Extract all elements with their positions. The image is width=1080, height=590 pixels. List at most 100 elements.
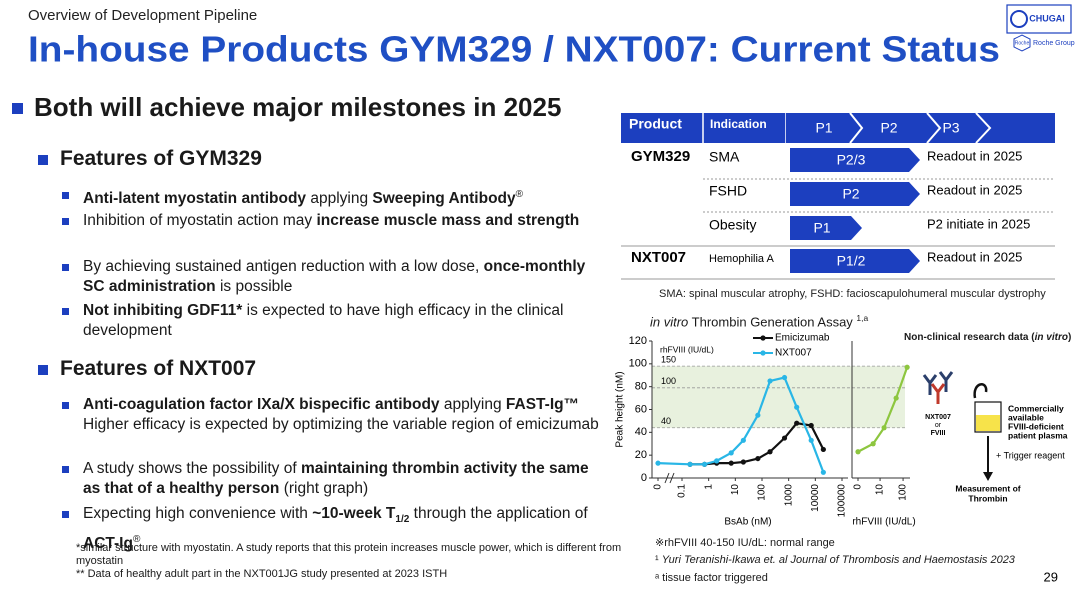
text-run: is expected to have high efficacy in the… — [83, 302, 564, 339]
bullet — [38, 155, 48, 165]
bullet-item: Not inhibiting GDF11* is expected to hav… — [83, 301, 608, 341]
data-point — [767, 378, 773, 384]
data-point — [714, 458, 720, 464]
antibody-icons — [922, 371, 954, 404]
sample-label: NXT007 — [925, 414, 951, 421]
text-run: ACT-Ig — [83, 535, 133, 553]
text-run: 1/2 — [395, 514, 410, 526]
x-tick-label: 10 — [875, 484, 886, 496]
indication: FSHD — [709, 183, 747, 199]
indication: SMA — [709, 149, 740, 165]
roche-word: Roche — [1015, 40, 1030, 46]
text-run: Inhibition of myostatin action may — [83, 212, 317, 229]
measurement-label: Measurement of — [955, 483, 1020, 493]
pour-arrow — [973, 383, 988, 399]
text-run: ¹ — [655, 554, 662, 566]
x-tick-label: 10000 — [810, 484, 821, 512]
text-run: through the application of — [409, 505, 588, 522]
status: Readout in 2025 — [927, 182, 1022, 197]
y-tick-label: 120 — [629, 335, 647, 347]
bullet — [62, 218, 69, 225]
section-heading: Features of GYM329 — [60, 147, 262, 170]
bullet — [62, 308, 69, 315]
product: NXT007 — [631, 249, 686, 266]
legend-label: NXT007 — [775, 348, 812, 359]
indication: Hemophilia A — [709, 253, 774, 265]
text-run: ® — [515, 189, 524, 200]
diagram-title: Non-clinical research data (in vitro) — [904, 332, 1071, 343]
data-point — [728, 460, 734, 466]
data-point — [655, 460, 661, 466]
axis-break — [664, 472, 675, 484]
footnote: *similar structure with myostatin. A stu… — [76, 542, 622, 567]
data-point — [767, 449, 773, 455]
sample-label: FVIII — [931, 430, 946, 437]
y-tick-label: 0 — [641, 472, 647, 484]
kicker: Overview of Development Pipeline — [28, 7, 257, 24]
header-cell — [703, 113, 786, 143]
phase-bar — [790, 216, 862, 240]
data-point — [808, 422, 814, 429]
phase-label: P2/3 — [837, 152, 866, 168]
text-run: Non-clinical research data ( — [904, 332, 1035, 343]
bullet — [62, 511, 69, 518]
reference-label: 100 — [661, 376, 676, 386]
y-tick-label: 20 — [635, 449, 647, 461]
y-tick-label: 80 — [635, 381, 647, 393]
data-point — [794, 404, 800, 410]
bullet — [62, 192, 69, 199]
flow-arrow-head — [983, 472, 993, 481]
chart-title: in vitro Thrombin Generation Assay 1,a — [650, 313, 868, 329]
text-run: applying — [439, 396, 506, 413]
text-run: in vitro — [650, 314, 689, 330]
plasma — [976, 415, 1000, 431]
page-number: 29 — [1044, 569, 1058, 584]
header-label: Product — [629, 116, 682, 132]
text-run: applying — [306, 190, 373, 208]
phase-chevron — [849, 112, 864, 144]
reference-title: rhFVIII (IU/dL) — [660, 344, 714, 354]
x-tick-label: 0 — [853, 484, 864, 490]
footnote: ** Data of healthy adult part in the NXT… — [76, 568, 448, 580]
bullet — [62, 264, 69, 271]
text-run: (right graph) — [279, 480, 369, 497]
text-run: is possible — [215, 278, 293, 295]
bullet-item: Inhibition of myostatin action may incre… — [83, 211, 608, 231]
product: GYM329 — [631, 148, 690, 165]
phase-bar — [790, 182, 920, 206]
bullet — [38, 365, 48, 375]
phase-bar — [790, 148, 920, 172]
logo-mark — [1010, 10, 1028, 28]
text-run: ) — [1067, 332, 1072, 343]
phase-label: P2 — [842, 186, 859, 202]
header-label: Indication — [710, 117, 767, 131]
text-run: Higher efficacy is expected by optimizin… — [83, 416, 599, 433]
phase-label: P1/2 — [837, 253, 866, 269]
data-point — [870, 441, 876, 447]
data-point — [781, 374, 788, 381]
tube — [974, 401, 1002, 433]
reference-label: 150 — [661, 354, 676, 364]
chart-note: ᵃ tissue factor triggered — [655, 572, 768, 584]
phase-chevron — [926, 112, 942, 144]
phase-bar — [790, 249, 920, 273]
bullet-item: Anti-coagulation factor IXa/X bispecific… — [83, 395, 608, 435]
plasma-label: patient plasma — [1008, 430, 1068, 440]
text-run: Thrombin Generation Assay — [688, 314, 857, 330]
x-tick-label: 100 — [757, 484, 768, 501]
data-point — [881, 425, 887, 431]
y-axis-label: Peak height (nM) — [615, 371, 626, 447]
x-tick-label: 100 — [898, 484, 909, 501]
x-tick-label: 100000 — [837, 484, 848, 518]
text-run: ※rhFVIII 40-150 IU/dL: normal range — [655, 537, 835, 549]
text-run: FAST-Ig™ — [505, 396, 580, 413]
x-tick-label: 10 — [730, 484, 741, 496]
data-point — [893, 395, 899, 401]
text-run: increase muscle mass and strength — [316, 212, 580, 229]
status: Readout in 2025 — [927, 249, 1022, 264]
phase-chevron — [975, 112, 992, 144]
status: Readout in 2025 — [927, 148, 1022, 163]
data-point — [820, 469, 826, 475]
bullet — [62, 466, 69, 473]
